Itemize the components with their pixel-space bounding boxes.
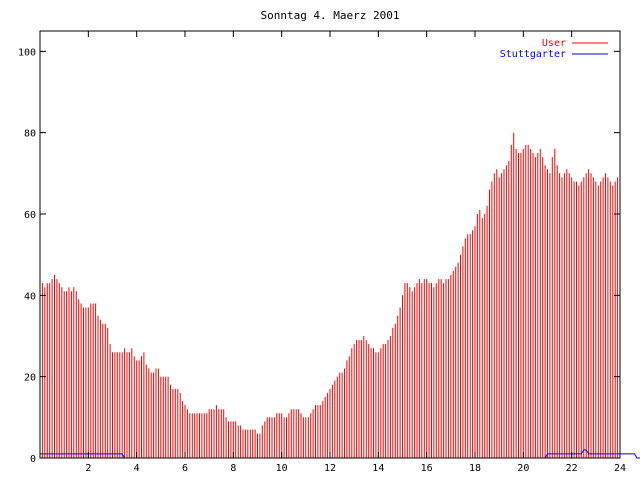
- x-tick-label: 16: [421, 463, 433, 474]
- x-tick-label: 22: [566, 463, 578, 474]
- y-tick-label: 40: [24, 291, 36, 302]
- legend-user-label: User: [542, 38, 566, 49]
- x-tick-label: 20: [517, 463, 529, 474]
- user-bars: [39, 132, 621, 458]
- y-tick-label: 20: [24, 373, 36, 384]
- legend: User Stuttgarter: [500, 38, 608, 60]
- y-tick-label: 0: [30, 454, 36, 465]
- x-tick-label: 24: [614, 463, 626, 474]
- x-tick-label: 8: [230, 463, 236, 474]
- y-tick-label: 80: [24, 129, 36, 140]
- x-tick-label: 4: [134, 463, 140, 474]
- x-tick-label: 2: [85, 463, 91, 474]
- x-tick-label: 14: [372, 463, 384, 474]
- chart-title: Sonntag 4. Maerz 2001: [260, 9, 399, 22]
- y-tick-label: 60: [24, 210, 36, 221]
- x-tick-label: 6: [182, 463, 188, 474]
- y-tick-label: 100: [18, 47, 36, 58]
- x-tick-label: 12: [324, 463, 336, 474]
- x-tick-label: 10: [276, 463, 288, 474]
- x-tick-label: 18: [469, 463, 481, 474]
- legend-stuttgarter-label: Stuttgarter: [500, 49, 566, 60]
